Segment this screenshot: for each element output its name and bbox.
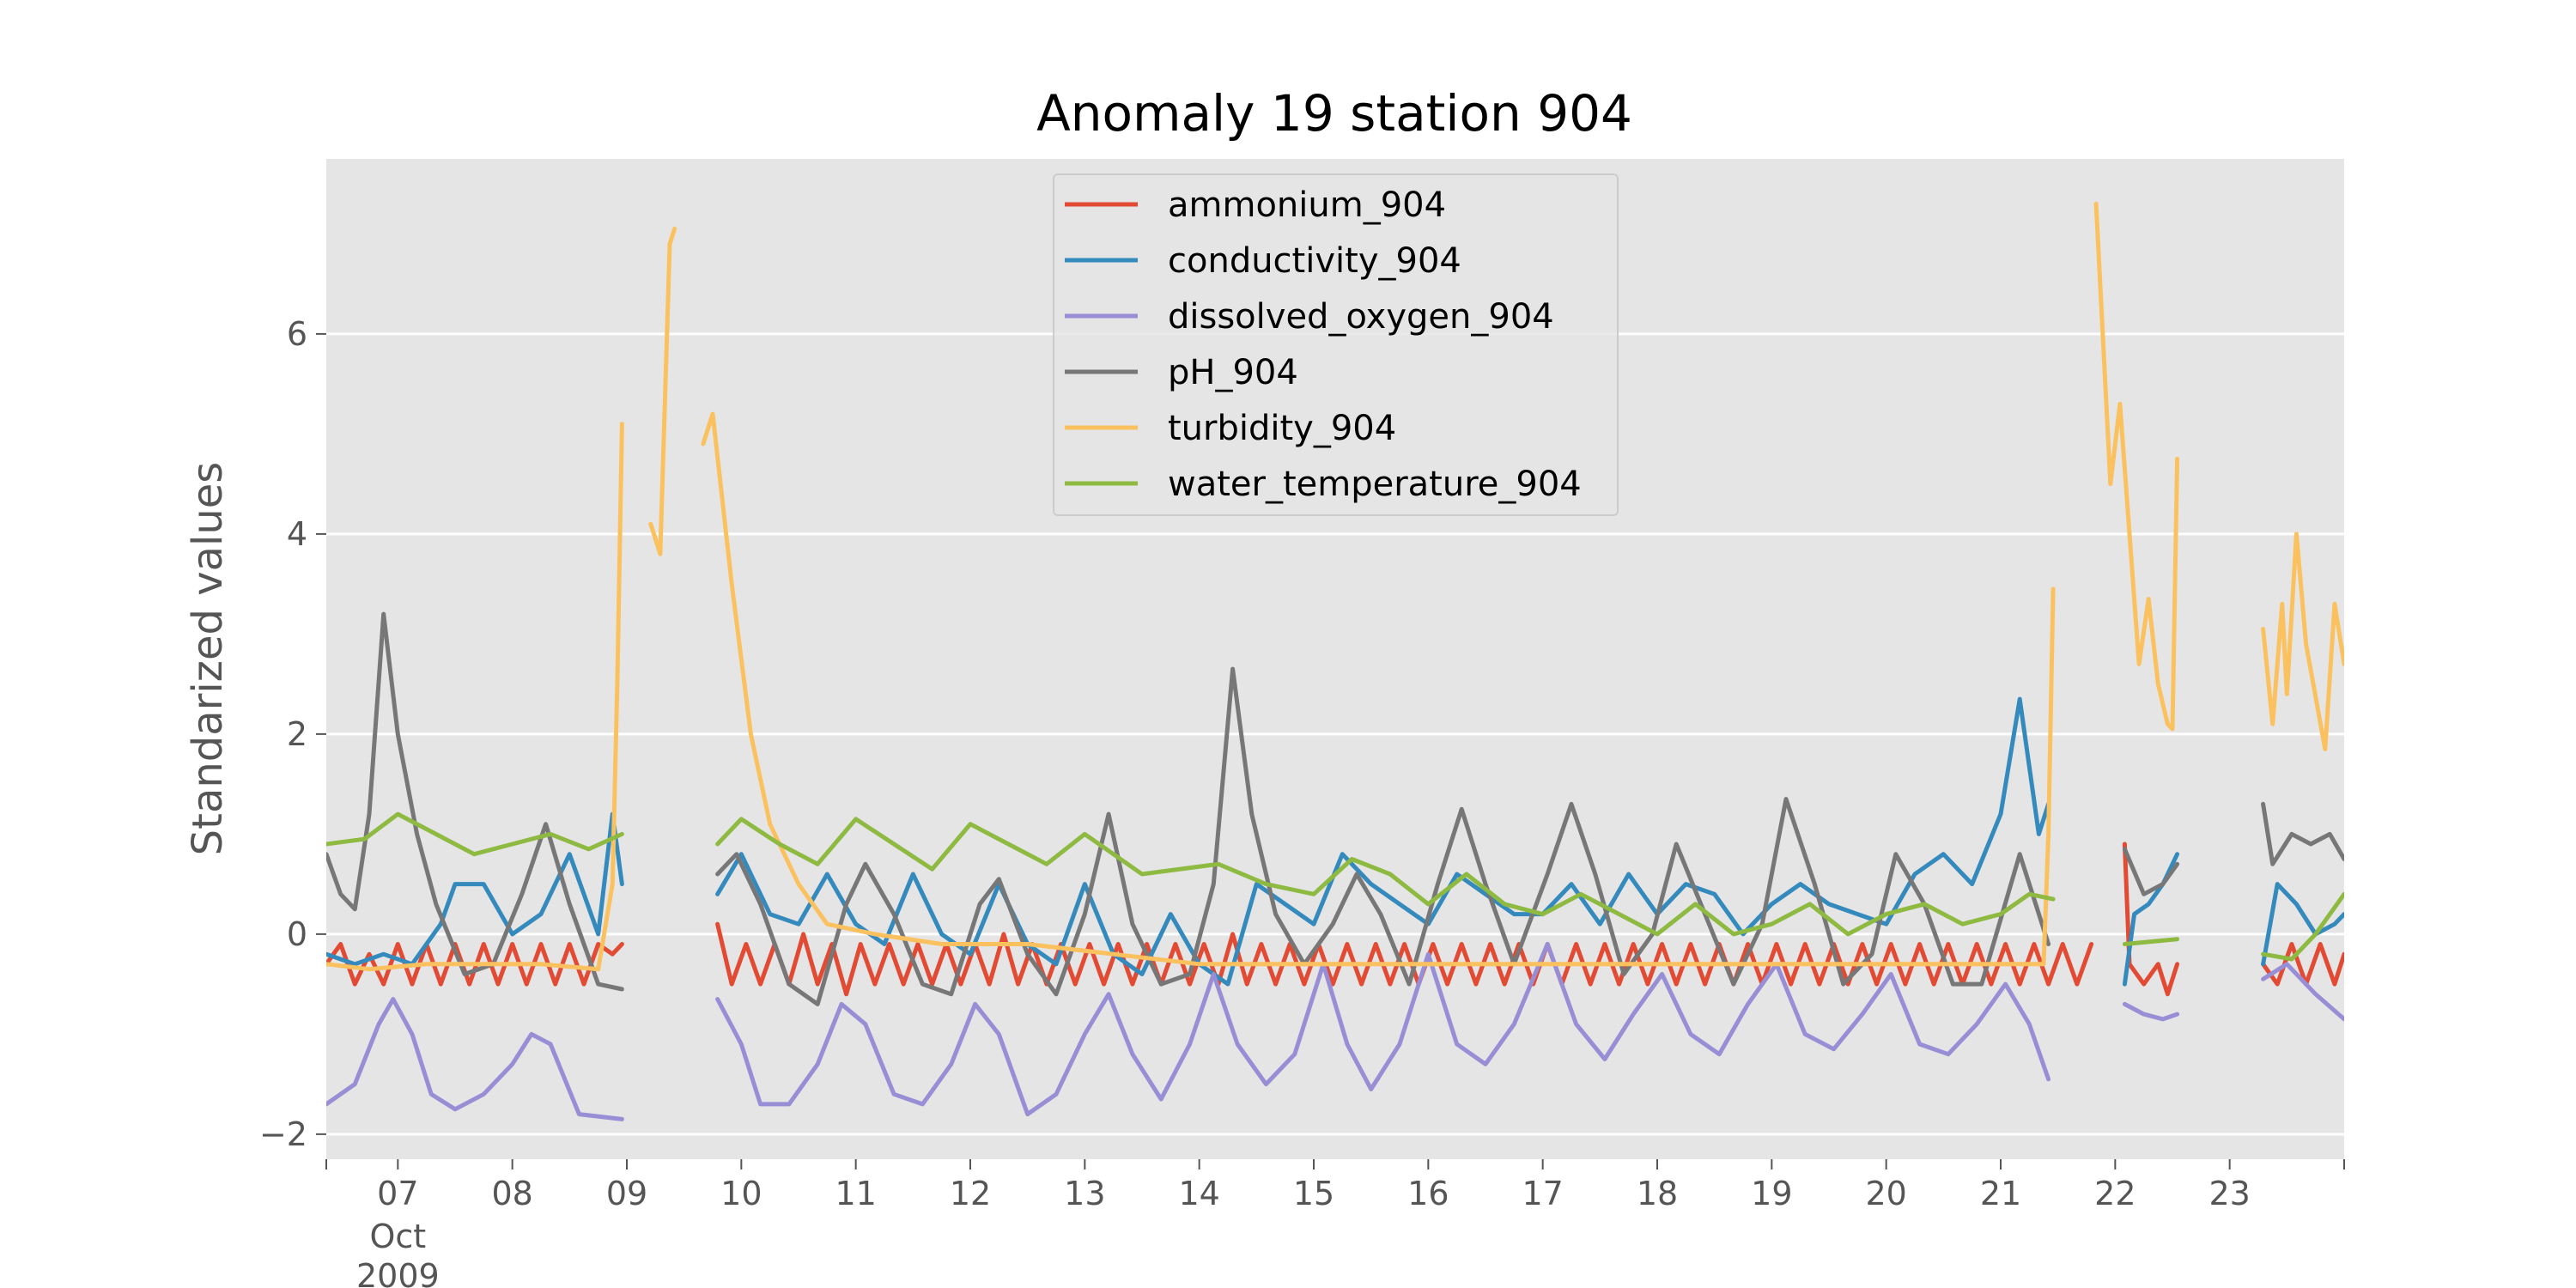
- x-tick-label: 22: [2094, 1175, 2136, 1212]
- series-line-segment: [715, 942, 2051, 1117]
- series-line-segment: [2122, 847, 2180, 896]
- legend-label: pH_904: [1168, 353, 1298, 392]
- series-dissolved_oxygen_904: [326, 942, 2344, 1121]
- x-tick-label: 12: [950, 1175, 991, 1212]
- series-line-segment: [2261, 532, 2344, 751]
- legend-box: [1053, 173, 1619, 516]
- x-tick-label: 14: [1178, 1175, 1219, 1212]
- y-axis-label: Standarized values: [184, 462, 232, 856]
- series-line-segment: [326, 811, 624, 857]
- series-pH_904: [326, 611, 2344, 1006]
- series-line-segment: [2093, 201, 2180, 732]
- x-tick-label: 15: [1293, 1175, 1334, 1212]
- x-tick-label: 20: [1865, 1175, 1906, 1212]
- chart-title: Anomaly 19 station 904: [1036, 84, 1632, 143]
- x-tick-label: 19: [1751, 1175, 1792, 1212]
- legend: ammonium_904 conductivity_904 dissolved_ox…: [1053, 173, 1619, 516]
- y-tick-label: 2: [287, 715, 307, 753]
- series-line-segment: [715, 666, 2051, 1006]
- series-line-segment: [326, 422, 624, 972]
- series-line-segment: [2261, 962, 2344, 1022]
- x-tick-label: 11: [835, 1175, 876, 1212]
- x-tick-sublabel: 2009: [356, 1257, 440, 1288]
- series-line-segment: [2122, 937, 2180, 946]
- x-tick-label: 23: [2208, 1175, 2250, 1212]
- x-tick-label: 21: [1980, 1175, 2021, 1212]
- x-tick-label: 07: [377, 1175, 418, 1212]
- series-water_temperature_904: [326, 811, 2344, 962]
- series-line-segment: [715, 817, 2056, 937]
- series-turbidity_904: [326, 201, 2344, 972]
- series-line-segment: [2261, 891, 2344, 962]
- x-tick-label: 13: [1064, 1175, 1105, 1212]
- series-line-segment: [715, 696, 2051, 987]
- series-line-segment: [326, 997, 624, 1121]
- series-lines: [326, 201, 2344, 1121]
- x-tick-label: 18: [1637, 1175, 1678, 1212]
- legend-label: water_temperature_904: [1168, 465, 1582, 504]
- x-tick-label: 16: [1407, 1175, 1449, 1212]
- x-tick-label: 10: [720, 1175, 762, 1212]
- legend-label: turbidity_904: [1168, 409, 1396, 448]
- series-line-segment: [648, 227, 677, 556]
- x-tick-label: 08: [491, 1175, 532, 1212]
- y-tick-label: 4: [287, 515, 307, 553]
- x-tick-sublabel: Oct: [369, 1218, 426, 1255]
- series-line-segment: [2261, 882, 2344, 967]
- y-tick-label: −2: [259, 1115, 307, 1153]
- series-line-segment: [701, 411, 2056, 967]
- x-tick-label: 17: [1522, 1175, 1563, 1212]
- y-tick-label: 6: [287, 315, 307, 353]
- y-tick-label: 0: [287, 915, 307, 953]
- series-line-segment: [2261, 801, 2344, 866]
- legend-label: ammonium_904: [1168, 185, 1446, 225]
- x-tick-label: 09: [606, 1175, 647, 1212]
- series-line-segment: [326, 811, 624, 967]
- series-line-segment: [2122, 1001, 2180, 1022]
- legend-label: conductivity_904: [1168, 241, 1461, 281]
- series-line-segment: [326, 611, 624, 992]
- legend-label: dissolved_oxygen_904: [1168, 297, 1554, 337]
